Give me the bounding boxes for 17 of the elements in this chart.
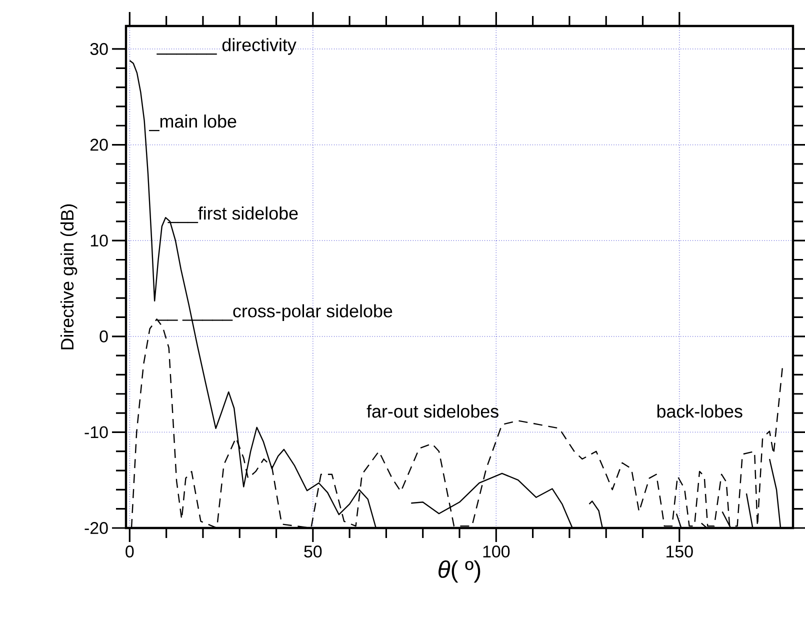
annotation: ___first sidelobe: [168, 206, 298, 224]
y-tick-label: 20: [90, 138, 108, 151]
x-tick-label: 0: [126, 546, 134, 558]
y-tick-label: -10: [84, 426, 108, 438]
annotation: far-out sidelobes: [366, 404, 498, 418]
annotation: ______ directivity: [156, 38, 296, 55]
x-axis-title: θ( º): [438, 560, 480, 583]
x-tick-label: 100: [483, 546, 510, 558]
x-tick-label: 150: [666, 546, 693, 558]
y-axis-title: Directive gain (dB): [60, 204, 78, 350]
y-tick-label: 0: [100, 330, 108, 342]
annotation: back-lobes: [657, 404, 742, 418]
y-tick-label: -20: [84, 522, 108, 534]
y-tick-label: 10: [90, 234, 108, 247]
y-tick-label: 30: [90, 42, 108, 55]
x-tick-label: 50: [304, 546, 322, 558]
annotation: _main lobe: [149, 114, 236, 132]
